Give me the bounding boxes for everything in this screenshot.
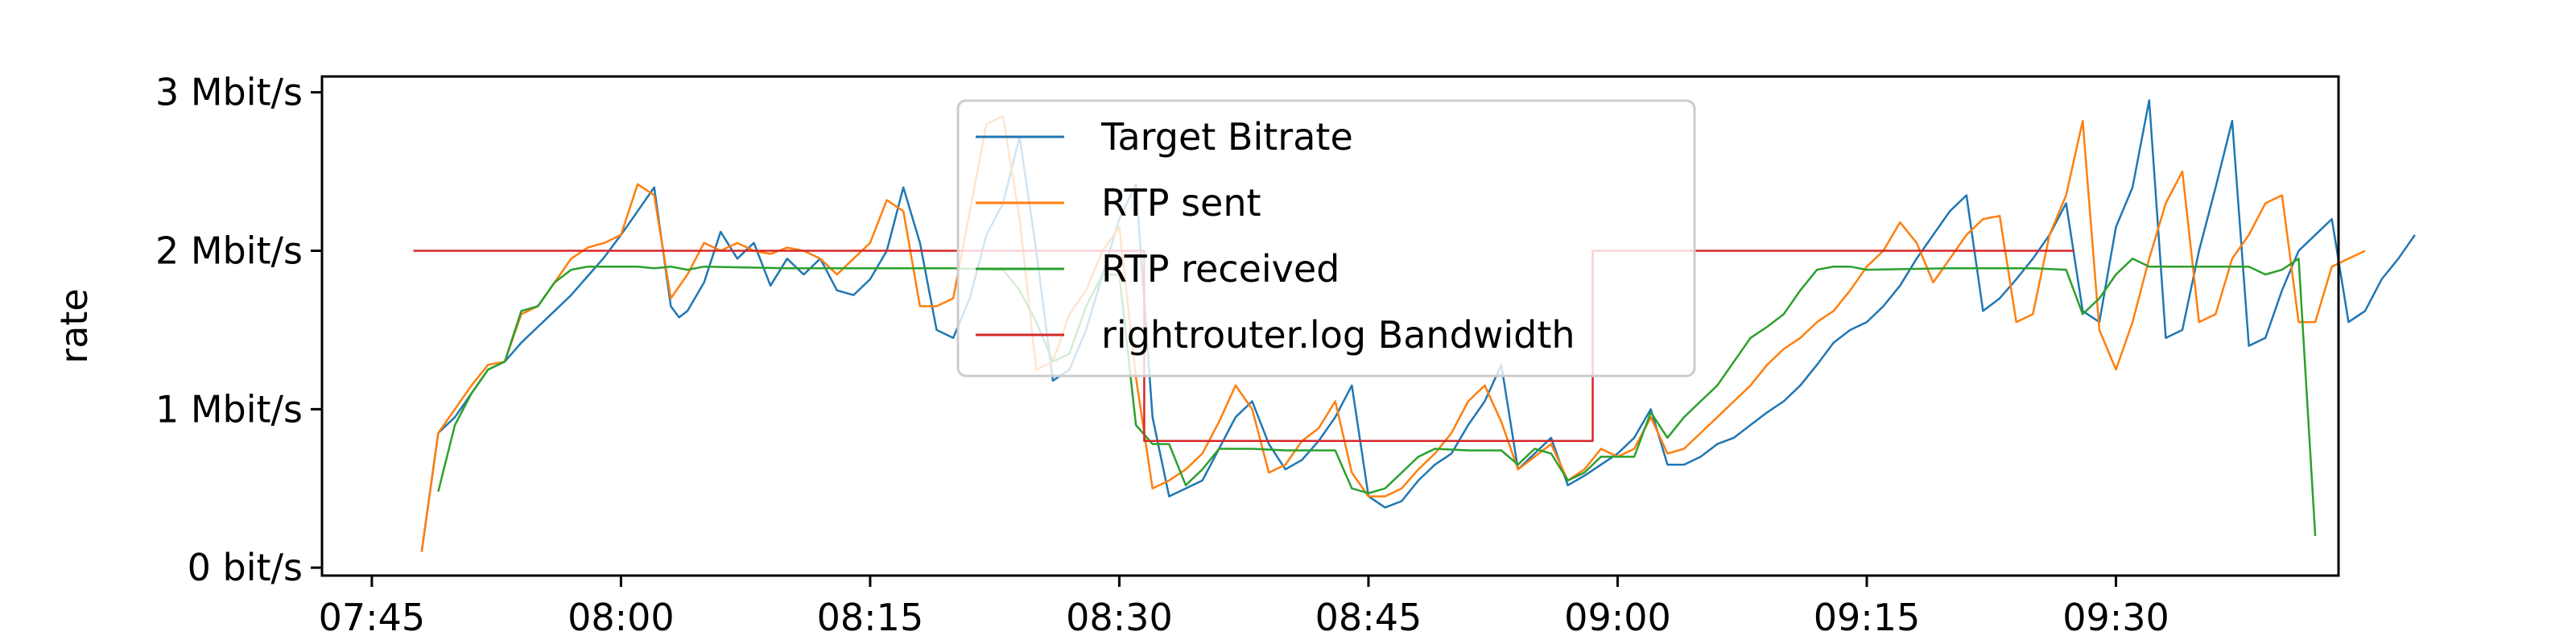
x-tick-label: 08:00 (568, 596, 675, 639)
x-tick-label: 09:00 (1564, 596, 1671, 639)
y-axis-label: rate (52, 288, 96, 363)
legend-label: RTP sent (1101, 181, 1261, 225)
y-axis: 0 bit/s 1 Mbit/s 2 Mbit/s 3 Mbit/s (155, 71, 322, 589)
x-tick-label: 08:30 (1066, 596, 1173, 639)
legend-label: RTP received (1101, 247, 1340, 291)
x-tick-label: 08:45 (1315, 596, 1422, 639)
y-tick-label: 3 Mbit/s (155, 71, 303, 114)
legend: Target Bitrate RTP sent RTP received rightr… (956, 99, 1696, 378)
x-tick-label: 07:45 (319, 596, 426, 639)
legend-label: Target Bitrate (1100, 115, 1353, 159)
series-line-2 (437, 258, 2317, 536)
x-tick-label: 09:30 (2062, 596, 2169, 639)
x-tick-label: 09:15 (1814, 596, 1921, 639)
x-tick-label: 08:15 (817, 596, 924, 639)
series-line-0 (420, 99, 2416, 552)
series-line-1 (420, 114, 2366, 552)
plot-frame (320, 75, 2340, 577)
y-tick-label: 1 Mbit/s (155, 387, 303, 431)
legend-box (956, 99, 1696, 378)
y-tick-label: 2 Mbit/s (155, 229, 303, 273)
x-axis: 07:45 08:00 08:15 08:30 08:45 09:00 09:15 09:30 (319, 576, 2169, 639)
y-tick-label: 0 bit/s (188, 546, 303, 589)
legend-label: rightrouter.log Bandwidth (1101, 313, 1575, 357)
